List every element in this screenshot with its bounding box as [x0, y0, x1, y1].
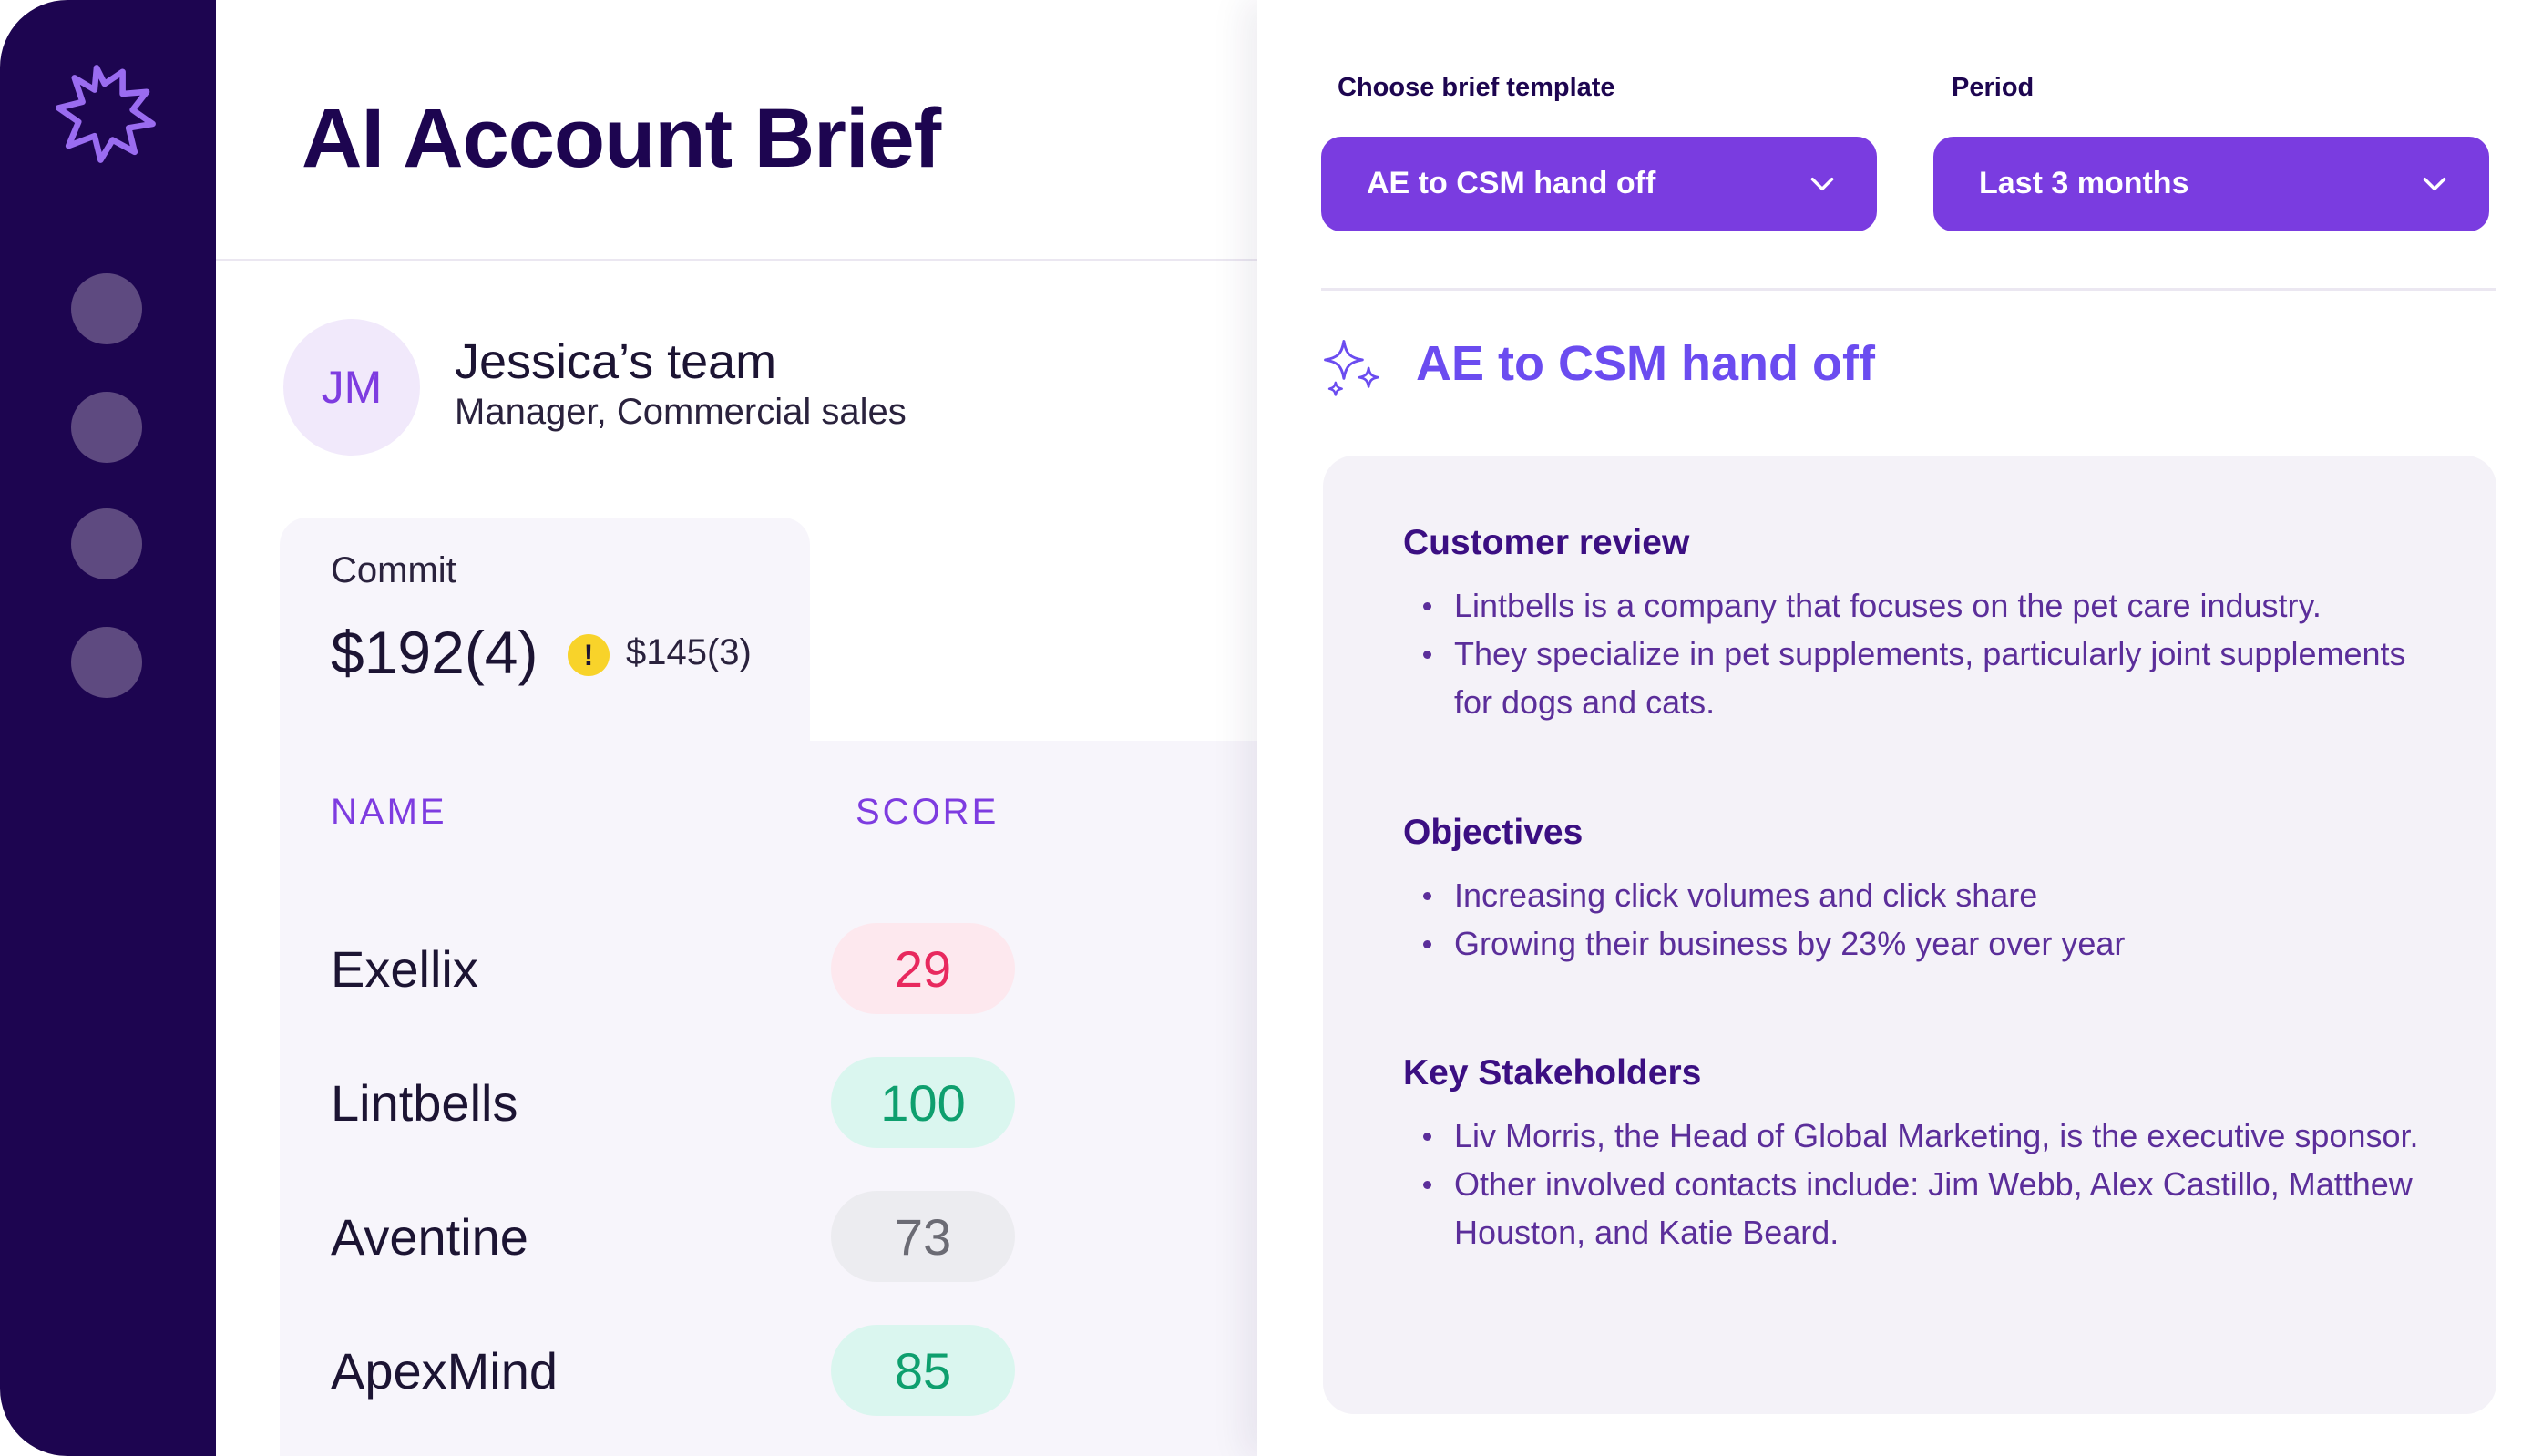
chevron-down-icon [2423, 177, 2446, 191]
score-badge: 85 [831, 1325, 1015, 1416]
template-label: Choose brief template [1338, 73, 1615, 102]
template-dropdown[interactable]: AE to CSM hand off [1321, 137, 1877, 231]
brief-title: AE to CSM hand off [1416, 336, 1875, 391]
list-item: They specialize in pet supplements, part… [1403, 630, 2451, 726]
commit-label: Commit [331, 550, 456, 590]
sidebar-nav-item-1[interactable] [71, 273, 142, 344]
column-header-score[interactable]: SCORE [856, 792, 999, 832]
commit-value: $192(4) [331, 619, 538, 686]
avatar[interactable]: JM [283, 319, 420, 456]
template-dropdown-value: AE to CSM hand off [1367, 166, 1656, 200]
list-item: Lintbells is a company that focuses on t… [1403, 581, 2451, 630]
brief-card: Customer review Lintbells is a company t… [1323, 456, 2496, 1414]
account-name: Exellix [331, 940, 478, 998]
list-item: Other involved contacts include: Jim Web… [1403, 1160, 2451, 1256]
score-value: 100 [880, 1073, 966, 1132]
commit-secondary-value: $145(3) [626, 632, 752, 672]
period-dropdown[interactable]: Last 3 months [1933, 137, 2489, 231]
score-value: 73 [894, 1207, 952, 1266]
score-badge: 29 [831, 923, 1015, 1014]
controls-divider [1321, 288, 2496, 291]
account-name: Aventine [331, 1208, 528, 1266]
score-value: 85 [894, 1341, 952, 1400]
brief-panel: Choose brief template AE to CSM hand off… [1257, 0, 2542, 1456]
accounts-table: NAME SCORE Exellix 29 Lintbells 100 Aven… [280, 741, 1257, 1456]
section-title-customer-review: Customer review [1403, 523, 1690, 562]
score-badge: 73 [831, 1191, 1015, 1282]
customer-review-list: Lintbells is a company that focuses on t… [1403, 581, 2451, 726]
warning-icon[interactable]: ! [568, 634, 610, 676]
account-name: ApexMind [331, 1342, 559, 1400]
table-row[interactable]: Lintbells 100 [280, 1057, 1257, 1148]
table-row[interactable]: ApexMind 85 [280, 1325, 1257, 1416]
sidebar-nav-item-3[interactable] [71, 508, 142, 579]
score-badge: 100 [831, 1057, 1015, 1148]
period-label: Period [1952, 73, 2035, 102]
sparkle-icon [1324, 340, 1379, 396]
team-name: Jessica’s team [455, 334, 777, 389]
list-item: Growing their business by 23% year over … [1403, 919, 2451, 968]
list-item: Increasing click volumes and click share [1403, 871, 2451, 919]
sidebar-nav-item-4[interactable] [71, 627, 142, 698]
column-header-name[interactable]: NAME [331, 792, 447, 832]
team-role: Manager, Commercial sales [455, 392, 907, 432]
sidebar-nav-item-2[interactable] [71, 392, 142, 463]
account-name: Lintbells [331, 1074, 518, 1132]
key-stakeholders-list: Liv Morris, the Head of Global Marketing… [1403, 1112, 2451, 1256]
section-title-key-stakeholders: Key Stakeholders [1403, 1053, 1702, 1092]
table-row[interactable]: Aventine 73 [280, 1191, 1257, 1282]
account-panel: AI Account Brief JM Jessica’s team Manag… [216, 0, 1257, 1456]
starburst-logo-icon[interactable] [56, 64, 157, 164]
objectives-list: Increasing click volumes and click share… [1403, 871, 2451, 968]
list-item: Liv Morris, the Head of Global Marketing… [1403, 1112, 2451, 1160]
period-dropdown-value: Last 3 months [1979, 166, 2189, 200]
sidebar [0, 0, 216, 1456]
score-value: 29 [894, 939, 952, 998]
commit-card: Commit $192(4) ! $145(3) [280, 518, 810, 741]
table-row[interactable]: Exellix 29 [280, 923, 1257, 1014]
avatar-initials: JM [321, 362, 383, 413]
chevron-down-icon [1810, 177, 1834, 191]
warning-icon-glyph: ! [583, 638, 594, 672]
title-divider [216, 259, 1257, 261]
section-title-objectives: Objectives [1403, 813, 1584, 852]
page-title: AI Account Brief [302, 92, 941, 185]
